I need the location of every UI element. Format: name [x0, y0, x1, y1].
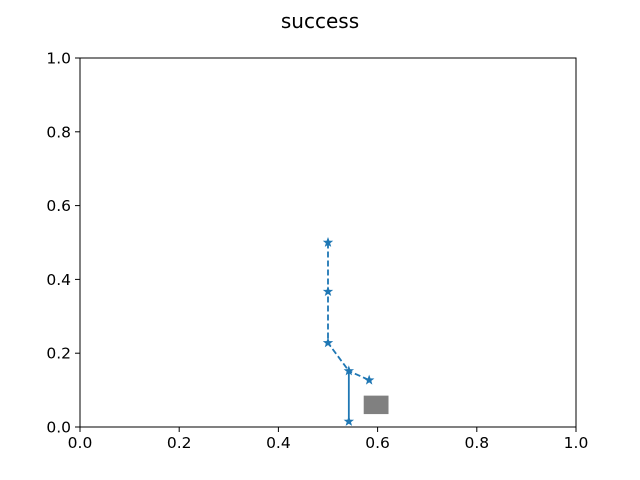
x-tick-label: 0.8 [464, 434, 489, 452]
axis-ticks: 0.0 0.2 0.4 0.6 0.8 1.0 0.0 0.2 0.4 0.6 0.8 1.0 [46, 50, 588, 453]
y-tick-label: 0.8 [46, 123, 71, 141]
data-point [322, 337, 334, 348]
series-line [327, 242, 370, 422]
x-tick-label: 0.6 [365, 434, 390, 452]
data-point [322, 237, 334, 247]
y-tick-label: 0.0 [46, 419, 71, 437]
x-tick-label: 0.0 [68, 434, 93, 452]
axes-frame [79, 57, 577, 428]
y-tick-label: 0.2 [46, 345, 71, 363]
data-point [343, 415, 355, 426]
y-tick-label: 0.4 [46, 271, 71, 289]
chart-title: success [281, 9, 359, 33]
obstacle-patch [363, 395, 389, 415]
x-tick-label: 0.4 [266, 434, 291, 452]
y-tick-label: 1.0 [46, 50, 71, 68]
x-tick-label: 1.0 [564, 434, 589, 452]
data-point [363, 374, 375, 385]
data-point [322, 286, 334, 297]
x-tick-label: 0.2 [167, 434, 192, 452]
data-point [343, 365, 355, 376]
plot-area [322, 237, 389, 426]
y-tick-label: 0.6 [46, 197, 71, 215]
